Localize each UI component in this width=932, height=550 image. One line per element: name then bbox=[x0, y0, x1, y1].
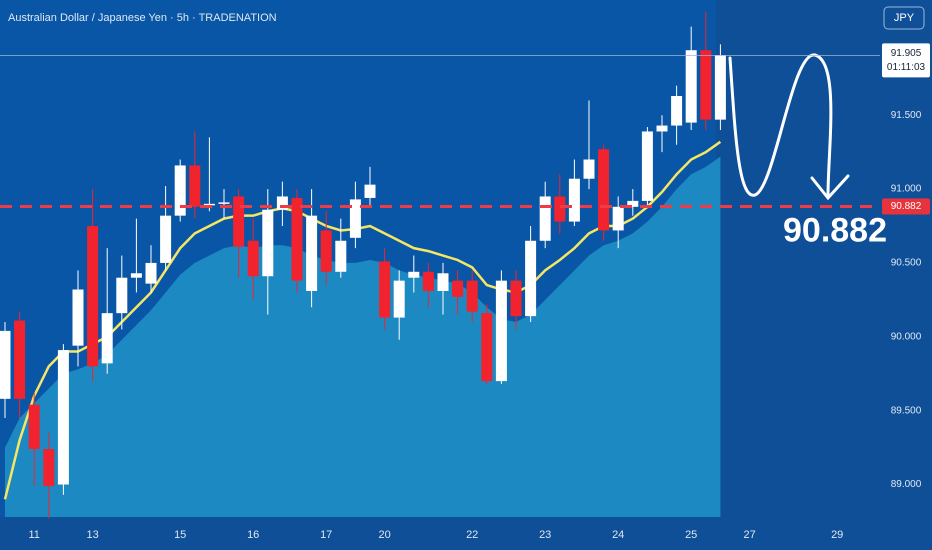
candle-body bbox=[554, 196, 566, 222]
candle-body bbox=[612, 206, 624, 231]
candle-body bbox=[671, 96, 683, 126]
candle-body bbox=[189, 165, 201, 207]
candle-body bbox=[145, 262, 157, 284]
x-tick-label: 22 bbox=[466, 529, 478, 541]
candle-body bbox=[101, 313, 113, 364]
candle-body bbox=[714, 55, 726, 120]
currency-button[interactable] bbox=[883, 6, 925, 30]
x-tick-label: 13 bbox=[86, 529, 98, 541]
candle-body bbox=[656, 125, 668, 132]
candle-body bbox=[627, 200, 639, 207]
candle-body bbox=[495, 280, 507, 382]
candle-body bbox=[568, 178, 580, 222]
currency-label[interactable]: JPY bbox=[894, 12, 915, 24]
candle-body bbox=[0, 330, 11, 399]
candle-body bbox=[116, 277, 128, 314]
candle-body bbox=[466, 280, 478, 312]
candle-body bbox=[247, 240, 259, 277]
candle-body bbox=[14, 320, 26, 399]
candle-body bbox=[598, 149, 610, 231]
area bbox=[5, 156, 721, 517]
candle-body bbox=[43, 449, 55, 486]
candle-body bbox=[335, 240, 347, 272]
x-tick-label: 24 bbox=[612, 529, 624, 541]
candle-body bbox=[641, 131, 653, 201]
candle-body bbox=[218, 202, 230, 204]
candle-body bbox=[160, 215, 172, 263]
candle-body bbox=[174, 165, 186, 216]
candle-body bbox=[320, 230, 332, 272]
y-tick-label: 89.500 bbox=[891, 405, 922, 416]
target-price-tag bbox=[882, 198, 930, 215]
x-tick-label: 17 bbox=[320, 529, 332, 541]
x-tick-label: 20 bbox=[378, 529, 390, 541]
candle-body bbox=[452, 280, 464, 297]
y-tick-label: 91.500 bbox=[891, 110, 922, 121]
target-price-label: 90.882 bbox=[891, 201, 922, 212]
x-tick-label: 11 bbox=[28, 529, 39, 541]
y-tick-label: 90.000 bbox=[891, 331, 922, 342]
candle-body bbox=[393, 280, 405, 318]
candle-body bbox=[87, 226, 99, 367]
candle-body bbox=[349, 199, 361, 238]
projection-arrow bbox=[728, 53, 850, 201]
y-tick-label: 90.500 bbox=[891, 258, 922, 269]
candle-body bbox=[72, 289, 84, 346]
candle-body bbox=[203, 203, 215, 206]
chart-title: Australian Dollar / Japanese Yen · 5h · … bbox=[8, 12, 277, 24]
last-price-tag bbox=[882, 43, 930, 78]
candle-body bbox=[57, 350, 69, 485]
candle-body bbox=[437, 273, 449, 291]
candle-body bbox=[28, 404, 40, 450]
plot bbox=[0, 11, 726, 519]
x-tick-label: 15 bbox=[174, 529, 186, 541]
candle-body bbox=[364, 184, 376, 198]
countdown-label: 01:11:03 bbox=[887, 62, 926, 73]
candle-body bbox=[379, 261, 391, 318]
candle-body bbox=[583, 159, 595, 179]
x-tick-label: 29 bbox=[831, 529, 843, 541]
candle-body bbox=[408, 271, 420, 278]
x-tick-label: 27 bbox=[743, 529, 755, 541]
candle-body bbox=[422, 271, 434, 291]
x-tick-label: 16 bbox=[247, 529, 259, 541]
candle-body bbox=[700, 50, 712, 120]
candle-body bbox=[130, 273, 142, 278]
target-annotation: 90.882 bbox=[783, 211, 887, 249]
x-tick-label: 23 bbox=[539, 529, 551, 541]
candle-body bbox=[291, 197, 303, 281]
candle-body bbox=[525, 240, 537, 317]
y-tick-label: 91.000 bbox=[891, 184, 922, 195]
candle-body bbox=[539, 196, 551, 241]
candle-body bbox=[276, 196, 288, 210]
candle-body bbox=[685, 50, 697, 123]
y-tick-label: 89.000 bbox=[891, 479, 922, 490]
candle-body bbox=[233, 196, 245, 247]
candle-body bbox=[481, 313, 493, 382]
candle-body bbox=[306, 215, 318, 291]
candle-body bbox=[262, 209, 274, 277]
x-tick-label: 25 bbox=[685, 529, 697, 541]
candle-body bbox=[510, 280, 522, 317]
last-price-label: 91.905 bbox=[891, 48, 922, 59]
